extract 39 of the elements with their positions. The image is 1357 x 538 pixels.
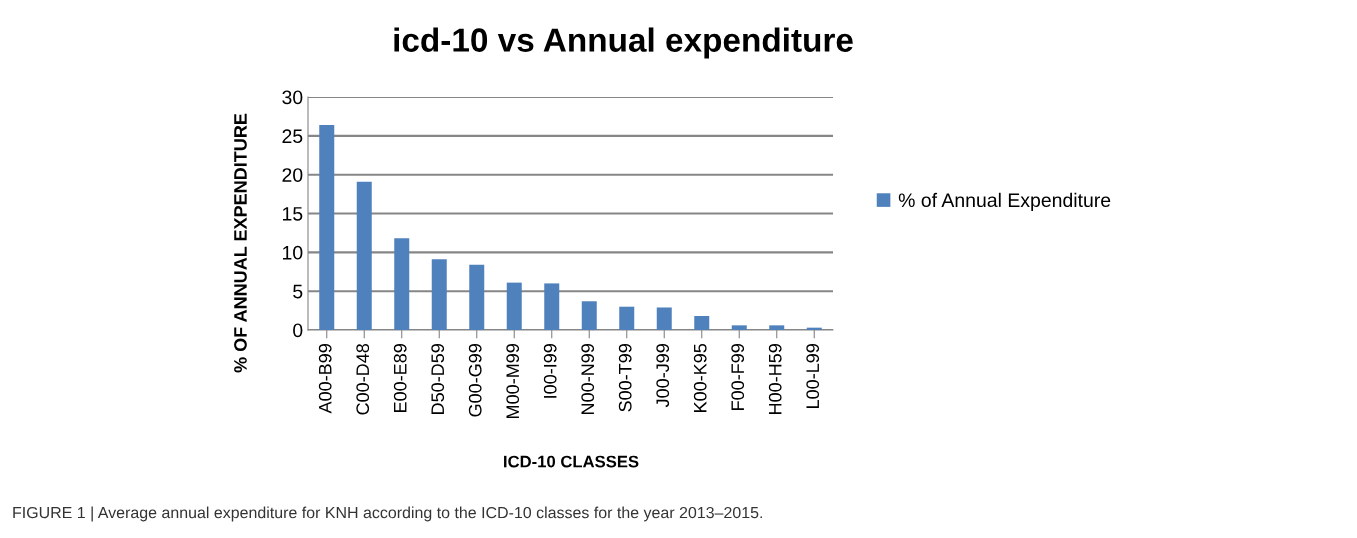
bar [769, 325, 785, 330]
y-tick-label: 30 [282, 90, 303, 105]
x-tick-label: N00-N99 [581, 344, 595, 414]
bar [694, 316, 710, 330]
x-tick-label: D50-D59 [431, 344, 445, 414]
bar [506, 282, 522, 330]
y-tick-label: 25 [282, 129, 303, 144]
x-tick-label: A00-B99 [318, 344, 332, 414]
bar [319, 124, 335, 330]
x-tick-label: I00-I99 [543, 344, 557, 398]
x-tick-label: L00-L99 [806, 344, 820, 408]
x-axis-title: ICD-10 CLASSES [504, 455, 639, 468]
bar [581, 301, 597, 330]
bar [731, 325, 747, 330]
bar [544, 283, 560, 330]
bar [656, 307, 672, 330]
y-tick-label: 0 [293, 323, 303, 338]
bar [356, 181, 372, 330]
y-tick-label: 10 [283, 245, 303, 260]
y-tick-label: 20 [282, 168, 303, 182]
x-tick-label: J00-J99 [656, 344, 670, 408]
legend-label: % of Annual Expenditure [898, 192, 1111, 211]
bar [619, 306, 635, 330]
bar [431, 259, 447, 330]
x-tick-label: M00-M99 [506, 344, 520, 418]
x-tick-label: G00-G99 [468, 344, 482, 417]
x-tick-label: C00-D48 [356, 343, 370, 415]
bar [394, 238, 410, 330]
chart-title: icd-10 vs Annual expenditure [394, 27, 853, 59]
x-tick-label: H00-H59 [768, 344, 782, 414]
x-tick-label: F00-F99 [731, 344, 745, 410]
bar [469, 264, 485, 330]
x-tick-label: E00-E89 [393, 344, 407, 412]
y-axis-title: % OF ANNUAL EXPENDITURE [234, 113, 247, 373]
y-tick-label: 15 [283, 207, 303, 221]
x-tick-label: S00-T99 [618, 344, 632, 412]
x-tick-label: K00-K95 [693, 343, 707, 412]
y-tick-label: 5 [293, 284, 303, 299]
caption: FIGURE 1 | Average annual expenditure for KNH according to the ICD-10 classes for the year 2013–2015. [13, 506, 762, 522]
